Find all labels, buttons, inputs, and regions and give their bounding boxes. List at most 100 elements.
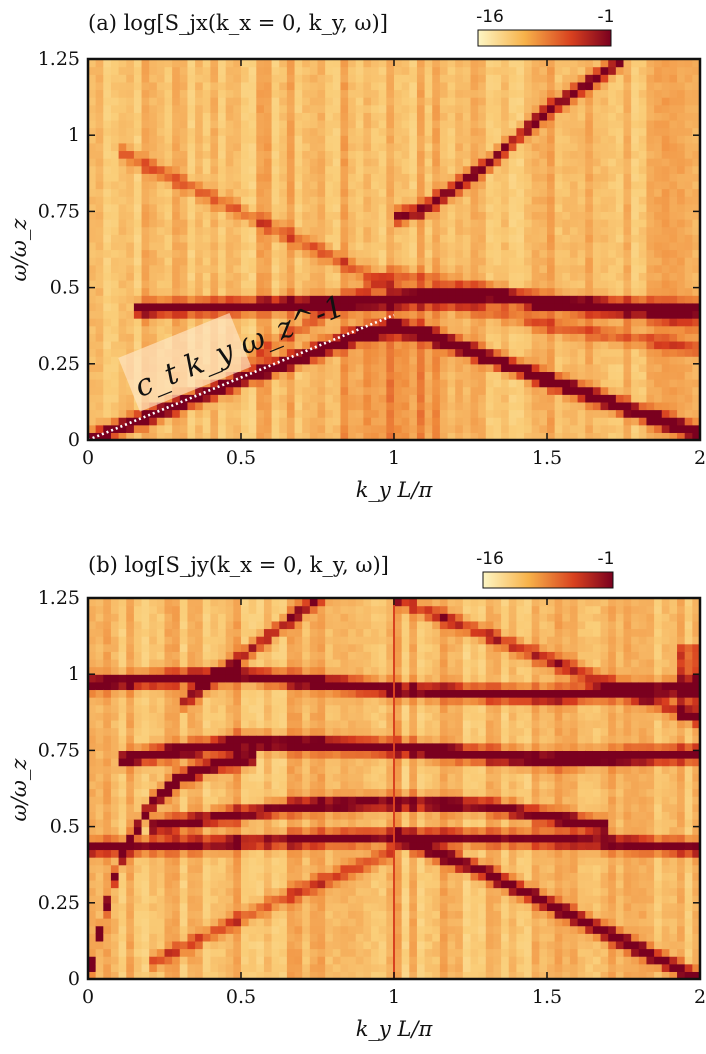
heatmap-cell xyxy=(592,180,602,190)
heatmap-cell xyxy=(646,394,655,403)
heatmap-cell xyxy=(592,241,602,251)
heatmap-cell xyxy=(210,613,219,622)
heatmap-cell xyxy=(210,394,219,403)
heatmap-cell xyxy=(531,409,540,418)
heatmap-cell xyxy=(225,940,234,950)
heatmap-cell xyxy=(638,272,648,281)
heatmap-cell xyxy=(149,826,158,835)
heatmap-cell xyxy=(646,302,655,312)
heatmap-cell xyxy=(118,196,127,205)
heatmap-cell xyxy=(394,325,403,334)
heatmap-cell xyxy=(386,386,395,395)
heatmap-cell xyxy=(302,302,311,312)
heatmap-cell xyxy=(103,940,112,950)
heatmap-cell xyxy=(141,158,150,167)
heatmap-cell xyxy=(432,211,441,220)
heatmap-cell xyxy=(156,780,166,790)
heatmap-cell xyxy=(103,348,112,357)
heatmap-cell xyxy=(654,180,663,190)
heatmap-cell xyxy=(615,173,625,182)
heatmap-cell xyxy=(332,272,342,281)
heatmap-cell xyxy=(462,432,472,441)
heatmap-cell xyxy=(470,226,479,235)
heatmap-cell xyxy=(577,180,586,190)
heatmap-cell xyxy=(623,104,632,113)
heatmap-cell xyxy=(692,158,701,167)
heatmap-cell xyxy=(309,119,319,129)
heatmap-cell xyxy=(110,940,120,950)
heatmap-cell xyxy=(692,371,701,380)
heatmap-cell xyxy=(149,727,158,736)
heatmap-cell xyxy=(210,249,219,258)
heatmap-cell xyxy=(126,119,135,129)
heatmap-cell xyxy=(654,81,663,91)
heatmap-cell xyxy=(631,188,640,197)
heatmap-cell xyxy=(677,165,686,174)
heatmap-cell xyxy=(592,249,602,258)
heatmap-cell xyxy=(149,841,158,851)
heatmap-cell xyxy=(248,127,257,136)
heatmap-cell xyxy=(615,379,625,388)
heatmap-cell xyxy=(531,196,540,205)
heatmap-cell xyxy=(210,948,219,957)
heatmap-cell xyxy=(210,826,219,835)
heatmap-cell xyxy=(455,249,464,258)
heatmap-cell xyxy=(539,97,548,106)
heatmap-cell xyxy=(218,279,227,289)
heatmap-cell xyxy=(485,272,495,281)
heatmap-cell xyxy=(585,325,594,334)
heatmap-cell xyxy=(103,697,112,706)
heatmap-cell xyxy=(141,219,150,228)
heatmap-cell xyxy=(684,127,693,136)
heatmap-cell xyxy=(654,211,663,220)
heatmap-cell xyxy=(432,386,441,395)
heatmap-cell xyxy=(478,417,487,426)
heatmap-cell xyxy=(302,104,311,113)
heatmap-cell xyxy=(187,150,196,159)
heatmap-cell xyxy=(126,849,135,858)
heatmap-cell xyxy=(669,379,678,388)
heatmap-cell xyxy=(210,895,219,904)
heatmap-cell xyxy=(585,340,594,350)
heatmap-cell xyxy=(256,203,265,212)
heatmap-cell xyxy=(600,81,609,91)
heatmap-cell xyxy=(524,211,533,220)
heatmap-cell xyxy=(646,234,655,243)
heatmap-cell xyxy=(516,127,525,136)
heatmap-cell xyxy=(661,127,670,136)
heatmap-cell xyxy=(562,180,571,190)
heatmap-cell xyxy=(401,386,410,395)
heatmap-cell xyxy=(95,613,104,622)
heatmap-cell xyxy=(233,66,242,75)
heatmap-cell xyxy=(462,81,472,91)
heatmap-cell xyxy=(493,135,502,144)
heatmap-cell xyxy=(485,127,495,136)
heatmap-cell xyxy=(172,234,181,243)
heatmap-cell xyxy=(149,963,158,972)
heatmap-cell xyxy=(378,279,387,289)
heatmap-cell xyxy=(485,394,495,403)
heatmap-cell xyxy=(187,180,196,190)
heatmap-cell xyxy=(110,318,120,327)
heatmap-cell xyxy=(149,910,158,919)
heatmap-cell xyxy=(355,394,364,403)
heatmap-cell xyxy=(286,264,296,273)
heatmap-cell xyxy=(95,417,104,426)
heatmap-cell xyxy=(256,340,265,350)
heatmap-cell xyxy=(424,89,433,98)
heatmap-cell xyxy=(141,765,150,774)
heatmap-cell xyxy=(501,302,510,312)
heatmap-cell xyxy=(179,173,189,182)
heatmap-cell xyxy=(394,394,403,403)
heatmap-cell xyxy=(355,142,364,152)
heatmap-cell xyxy=(286,119,296,129)
heatmap-cell xyxy=(202,818,211,828)
heatmap-cell xyxy=(156,742,166,751)
heatmap-cell xyxy=(248,432,257,441)
heatmap-cell xyxy=(600,295,609,304)
heatmap-cell xyxy=(654,173,663,182)
heatmap-cell xyxy=(638,180,648,190)
heatmap-cell xyxy=(332,295,342,304)
heatmap-cell xyxy=(263,295,273,304)
heatmap-cell xyxy=(355,279,364,289)
